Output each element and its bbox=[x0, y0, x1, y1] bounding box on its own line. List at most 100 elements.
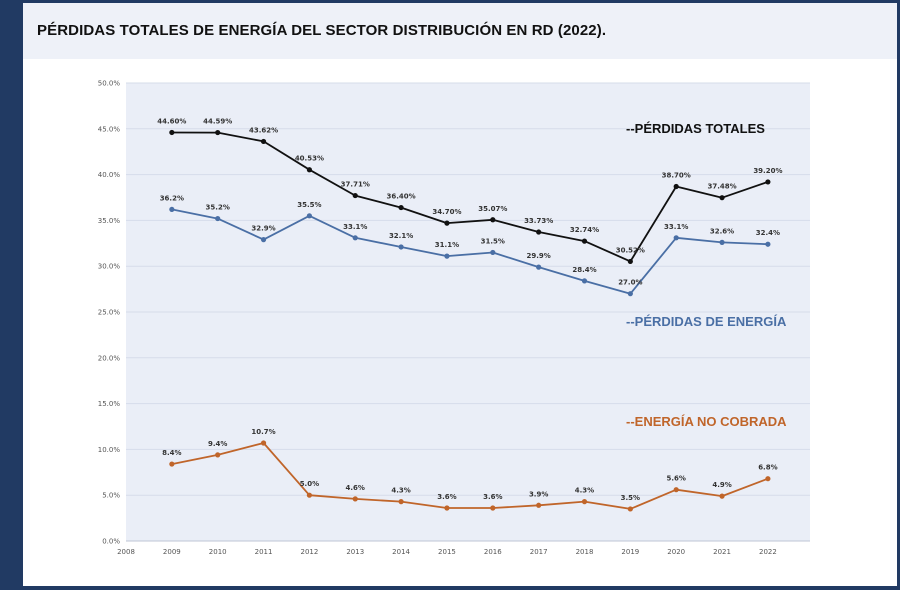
data-point bbox=[215, 129, 221, 136]
data-label: 32.9% bbox=[251, 225, 275, 233]
x-tick-label: 2010 bbox=[209, 548, 227, 556]
data-label: 3.6% bbox=[483, 493, 502, 501]
y-tick-label: 25.0% bbox=[98, 309, 121, 317]
data-point bbox=[352, 235, 358, 241]
data-point bbox=[215, 215, 221, 222]
data-point bbox=[581, 499, 588, 505]
x-tick-label: 2009 bbox=[163, 548, 181, 556]
x-tick-label: 2012 bbox=[300, 548, 318, 556]
x-tick-label: 2014 bbox=[392, 548, 410, 556]
data-label: 37.48% bbox=[707, 183, 736, 191]
data-point bbox=[673, 487, 679, 493]
data-point bbox=[627, 258, 633, 265]
data-label: 32.1% bbox=[389, 232, 413, 240]
data-point bbox=[765, 179, 771, 185]
data-point bbox=[260, 237, 267, 243]
data-label: 32.74% bbox=[570, 226, 599, 234]
data-point bbox=[444, 505, 450, 511]
y-tick-label: 45.0% bbox=[98, 125, 121, 133]
data-label: 44.60% bbox=[157, 117, 186, 125]
data-label: 36.2% bbox=[160, 194, 184, 202]
x-tick-label: 2015 bbox=[438, 548, 456, 556]
data-label: 6.8% bbox=[758, 464, 777, 472]
data-label: 29.9% bbox=[527, 252, 551, 260]
data-label: 10.7% bbox=[251, 428, 275, 436]
data-label: 32.6% bbox=[710, 227, 734, 235]
data-label: 5.6% bbox=[666, 475, 685, 483]
data-label: 38.70% bbox=[662, 172, 691, 180]
x-tick-label: 2022 bbox=[759, 548, 777, 556]
data-point bbox=[490, 505, 496, 511]
data-label: 36.40% bbox=[387, 193, 416, 201]
data-point bbox=[352, 496, 358, 502]
data-label: 5.0% bbox=[300, 480, 319, 488]
data-label: 33.1% bbox=[664, 223, 688, 231]
data-label: 35.5% bbox=[297, 201, 321, 209]
x-tick-label: 2020 bbox=[667, 548, 685, 556]
data-label: 4.9% bbox=[712, 481, 731, 489]
data-label: 8.4% bbox=[162, 449, 181, 457]
x-tick-label: 2021 bbox=[713, 548, 731, 556]
y-tick-label: 0.0% bbox=[102, 538, 120, 546]
data-point bbox=[444, 253, 450, 259]
data-label: 34.70% bbox=[432, 208, 461, 216]
data-point bbox=[169, 129, 175, 136]
series-line bbox=[171, 442, 769, 510]
x-tick-label: 2019 bbox=[621, 548, 639, 556]
y-tick-label: 10.0% bbox=[98, 446, 121, 454]
data-point bbox=[719, 493, 725, 499]
y-tick-label: 15.0% bbox=[98, 400, 121, 408]
x-tick-label: 2013 bbox=[346, 548, 364, 556]
data-point bbox=[260, 138, 267, 145]
legend-entry: --PÉRDIDAS TOTALES bbox=[626, 121, 765, 136]
data-label: 37.71% bbox=[341, 181, 370, 189]
data-label: 44.59% bbox=[203, 118, 232, 126]
title-bar: PÉRDIDAS TOTALES DE ENERGÍA DEL SECTOR D… bbox=[23, 3, 897, 59]
data-point bbox=[536, 264, 542, 270]
y-tick-label: 35.0% bbox=[98, 217, 121, 225]
data-label: 3.6% bbox=[437, 493, 456, 501]
data-point bbox=[581, 238, 588, 244]
data-label: 9.4% bbox=[208, 440, 227, 448]
x-tick-label: 2018 bbox=[576, 548, 594, 556]
data-label: 40.53% bbox=[295, 155, 324, 163]
data-label: 3.5% bbox=[621, 494, 640, 502]
data-point bbox=[765, 241, 771, 247]
y-tick-label: 30.0% bbox=[98, 263, 121, 271]
data-point bbox=[215, 452, 221, 458]
page-title: PÉRDIDAS TOTALES DE ENERGÍA DEL SECTOR D… bbox=[37, 22, 607, 39]
data-point bbox=[398, 499, 404, 505]
data-label: 39.20% bbox=[753, 167, 782, 175]
data-label: 4.3% bbox=[575, 487, 594, 495]
y-tick-label: 5.0% bbox=[102, 492, 120, 500]
data-label: 28.4% bbox=[572, 266, 596, 274]
data-label: 4.3% bbox=[391, 487, 410, 495]
data-point bbox=[765, 476, 771, 482]
data-point bbox=[260, 440, 267, 446]
data-point bbox=[719, 239, 725, 245]
x-tick-label: 2016 bbox=[484, 548, 502, 556]
data-label: 4.6% bbox=[346, 484, 365, 492]
data-label: 31.5% bbox=[481, 237, 505, 245]
data-point bbox=[398, 244, 404, 250]
x-tick-label: 2017 bbox=[530, 548, 548, 556]
data-point bbox=[169, 206, 175, 213]
data-label: 3.9% bbox=[529, 490, 548, 498]
y-tick-label: 40.0% bbox=[98, 171, 121, 179]
data-point bbox=[536, 229, 542, 235]
data-point bbox=[581, 278, 588, 284]
data-point bbox=[398, 204, 404, 211]
series-line bbox=[171, 131, 769, 263]
data-point bbox=[169, 461, 175, 467]
data-label: 33.73% bbox=[524, 217, 553, 225]
data-point bbox=[306, 213, 312, 219]
data-label: 35.2% bbox=[206, 204, 230, 212]
legend-entry: --PÉRDIDAS DE ENERGÍA bbox=[626, 314, 787, 329]
data-label: 31.1% bbox=[435, 241, 459, 249]
data-point bbox=[673, 183, 679, 190]
data-point bbox=[306, 167, 312, 173]
data-label: 30.52% bbox=[616, 246, 645, 254]
legend-entry: --ENERGÍA NO COBRADA bbox=[626, 414, 787, 429]
data-label: 43.62% bbox=[249, 126, 278, 134]
